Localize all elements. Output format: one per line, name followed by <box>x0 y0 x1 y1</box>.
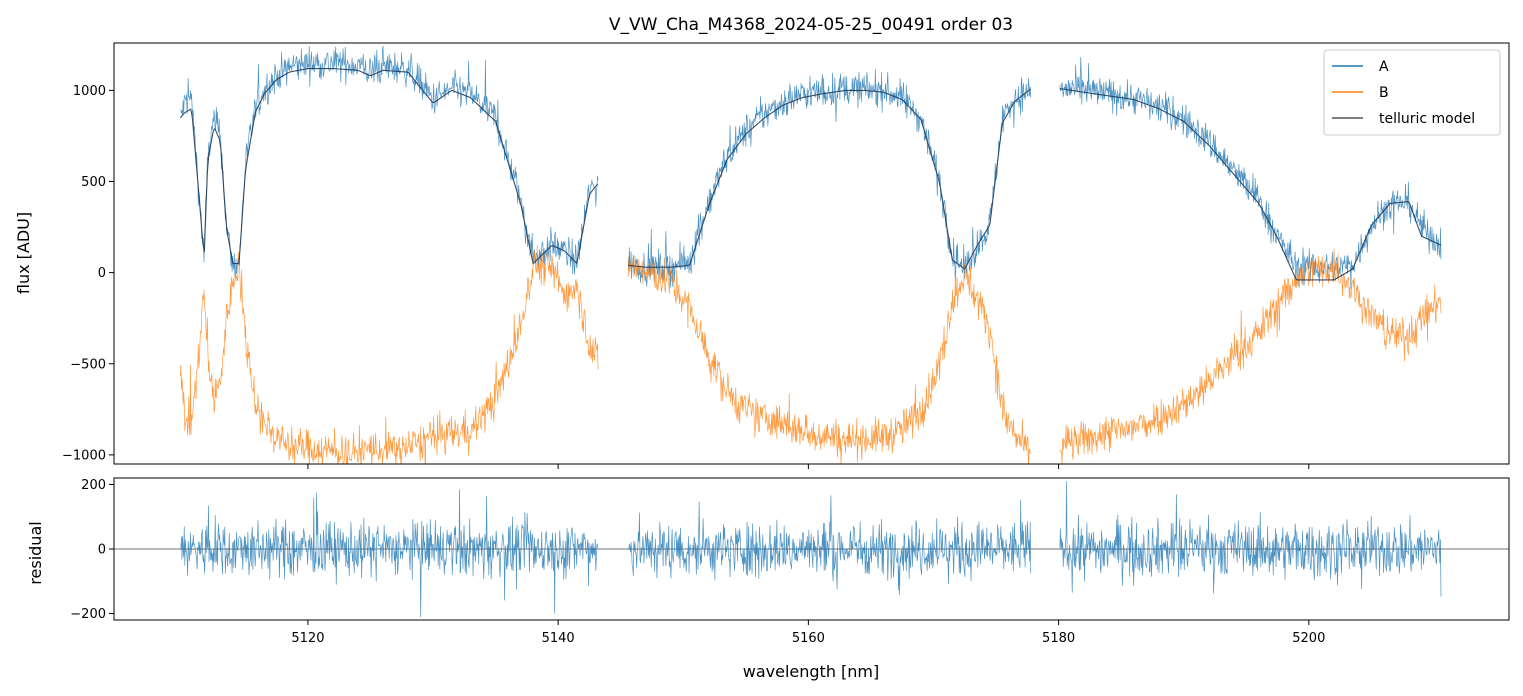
legend: A B telluric model <box>1323 49 1501 136</box>
legend-box <box>1323 49 1501 136</box>
flux-y-axis-label: flux [ADU] <box>14 212 33 294</box>
series-telluric-model-segment-2 <box>628 88 1031 270</box>
series-residual-segment-2 <box>627 495 1032 596</box>
series-a-segment-1 <box>180 45 599 278</box>
y-tick-label: 1000 <box>73 84 106 99</box>
y-tick-label: −200 <box>70 607 106 622</box>
y-tick-label: 0 <box>98 266 106 281</box>
chart-title: V_VW_Cha_M4368_2024-05-25_00491 order 03 <box>609 15 1013 35</box>
flux-x-ticks <box>307 464 1310 469</box>
residual-series-group <box>114 481 1509 618</box>
flux-axes-frame <box>113 42 1510 465</box>
series-b-segment-3 <box>1059 248 1442 464</box>
legend-label-telluric: telluric model <box>1379 111 1475 127</box>
residual-x-ticks: 5120 5140 5160 5180 5200 <box>291 620 1325 646</box>
y-tick-label: −1000 <box>62 448 106 463</box>
flux-series-group <box>179 45 1442 464</box>
residual-panel: −200 0 200 5120 5140 5160 5180 5200 residual w… <box>26 477 1510 681</box>
x-tick-label: 5120 <box>291 631 324 646</box>
legend-label-b: B <box>1379 85 1389 101</box>
y-tick-label: 500 <box>81 175 106 190</box>
flux-y-ticks: −1000 −500 0 500 1000 <box>62 84 114 463</box>
residual-y-ticks: −200 0 200 <box>70 478 114 622</box>
x-tick-label: 5180 <box>1042 631 1075 646</box>
series-residual-segment-3 <box>1059 481 1442 597</box>
y-tick-label: −500 <box>70 357 106 372</box>
series-b-segment-2 <box>627 255 1031 464</box>
series-b-segment-1 <box>179 245 599 464</box>
residual-y-axis-label: residual <box>26 521 45 584</box>
series-a-segment-2 <box>627 69 1032 288</box>
legend-label-a: A <box>1379 59 1389 75</box>
x-tick-label: 5140 <box>542 631 575 646</box>
series-telluric-model-segment-3 <box>1059 88 1442 281</box>
series-residual-segment-1 <box>180 489 599 618</box>
series-telluric-model-segment-1 <box>179 67 599 265</box>
x-axis-label: wavelength [nm] <box>743 662 880 681</box>
x-tick-label: 5160 <box>792 631 825 646</box>
series-a-segment-3 <box>1059 57 1442 289</box>
y-tick-label: 200 <box>81 478 106 493</box>
x-tick-label: 5200 <box>1292 631 1325 646</box>
y-tick-label: 0 <box>98 543 106 558</box>
flux-panel: −1000 −500 0 500 1000 flux [ADU] A B telluri… <box>14 42 1510 469</box>
